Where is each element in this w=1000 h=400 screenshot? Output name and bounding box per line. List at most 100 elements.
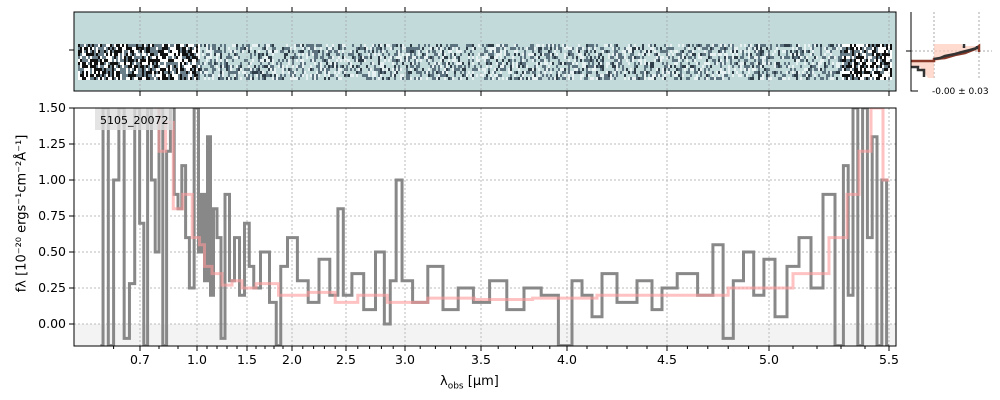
2d-pixel	[702, 47, 704, 50]
2d-pixel	[158, 59, 160, 62]
2d-pixel	[432, 56, 434, 59]
2d-pixel	[208, 74, 210, 77]
2d-pixel	[86, 68, 88, 71]
2d-pixel	[276, 74, 278, 77]
2d-pixel	[186, 56, 188, 59]
2d-pixel	[856, 53, 858, 56]
2d-pixel	[94, 74, 96, 77]
2d-pixel	[616, 59, 618, 62]
2d-pixel	[432, 77, 434, 80]
2d-pixel	[378, 62, 380, 65]
2d-pixel	[568, 77, 570, 80]
2d-pixel	[282, 47, 284, 50]
2d-pixel	[720, 50, 722, 53]
2d-pixel	[110, 74, 112, 77]
2d-pixel	[310, 59, 312, 62]
2d-pixel	[448, 68, 450, 71]
2d-pixel	[604, 44, 606, 47]
2d-pixel	[136, 71, 138, 74]
2d-pixel	[680, 53, 682, 56]
2d-pixel	[816, 62, 818, 65]
2d-pixel	[502, 77, 504, 80]
2d-pixel	[468, 65, 470, 68]
2d-pixel	[852, 71, 854, 74]
2d-pixel	[496, 74, 498, 77]
2d-pixel	[84, 50, 86, 53]
2d-pixel	[666, 62, 668, 65]
2d-pixel	[352, 56, 354, 59]
2d-pixel	[870, 53, 872, 56]
2d-pixel	[760, 65, 762, 68]
2d-pixel	[820, 47, 822, 50]
2d-pixel	[518, 53, 520, 56]
2d-pixel	[164, 77, 166, 80]
2d-pixel	[878, 47, 880, 50]
2d-pixel	[108, 77, 110, 80]
2d-pixel	[678, 74, 680, 77]
2d-pixel	[582, 62, 584, 65]
2d-pixel	[132, 77, 134, 80]
2d-pixel	[514, 50, 516, 53]
2d-pixel	[290, 74, 292, 77]
2d-pixel	[416, 77, 418, 80]
2d-pixel	[532, 56, 534, 59]
2d-pixel	[754, 71, 756, 74]
2d-pixel	[364, 59, 366, 62]
2d-pixel	[356, 71, 358, 74]
2d-pixel	[796, 53, 798, 56]
2d-pixel	[420, 50, 422, 53]
2d-pixel	[258, 50, 260, 53]
2d-pixel	[226, 62, 228, 65]
2d-pixel	[454, 65, 456, 68]
2d-pixel	[272, 65, 274, 68]
2d-pixel	[162, 47, 164, 50]
2d-pixel	[430, 74, 432, 77]
2d-pixel	[414, 56, 416, 59]
2d-pixel	[848, 59, 850, 62]
2d-pixel	[168, 77, 170, 80]
2d-pixel	[126, 68, 128, 71]
2d-pixel	[140, 62, 142, 65]
2d-pixel	[454, 71, 456, 74]
2d-pixel	[78, 53, 80, 56]
2d-pixel	[862, 74, 864, 77]
2d-pixel	[218, 50, 220, 53]
2d-pixel	[148, 65, 150, 68]
2d-pixel	[576, 56, 578, 59]
2d-pixel	[862, 62, 864, 65]
2d-pixel	[564, 47, 566, 50]
2d-pixel	[210, 53, 212, 56]
2d-pixel	[866, 59, 868, 62]
2d-pixel	[754, 44, 756, 47]
2d-pixel	[476, 68, 478, 71]
2d-pixel	[306, 77, 308, 80]
2d-pixel	[330, 62, 332, 65]
2d-pixel	[848, 68, 850, 71]
2d-pixel	[194, 62, 196, 65]
2d-pixel	[442, 59, 444, 62]
2d-pixel	[126, 50, 128, 53]
2d-pixel	[532, 77, 534, 80]
2d-pixel	[550, 47, 552, 50]
2d-pixel	[472, 77, 474, 80]
2d-pixel	[182, 56, 184, 59]
2d-pixel	[132, 59, 134, 62]
2d-pixel	[360, 59, 362, 62]
2d-pixel	[728, 56, 730, 59]
2d-pixel	[144, 59, 146, 62]
2d-pixel	[786, 56, 788, 59]
2d-pixel	[258, 56, 260, 59]
2d-pixel	[110, 50, 112, 53]
2d-pixel	[210, 62, 212, 65]
2d-pixel	[114, 50, 116, 53]
2d-pixel	[758, 62, 760, 65]
2d-pixel	[832, 65, 834, 68]
2d-pixel	[618, 53, 620, 56]
2d-pixel	[174, 56, 176, 59]
2d-pixel	[350, 50, 352, 53]
2d-pixel	[714, 53, 716, 56]
2d-pixel	[618, 59, 620, 62]
2d-pixel	[766, 71, 768, 74]
2d-pixel	[570, 47, 572, 50]
2d-pixel	[326, 62, 328, 65]
